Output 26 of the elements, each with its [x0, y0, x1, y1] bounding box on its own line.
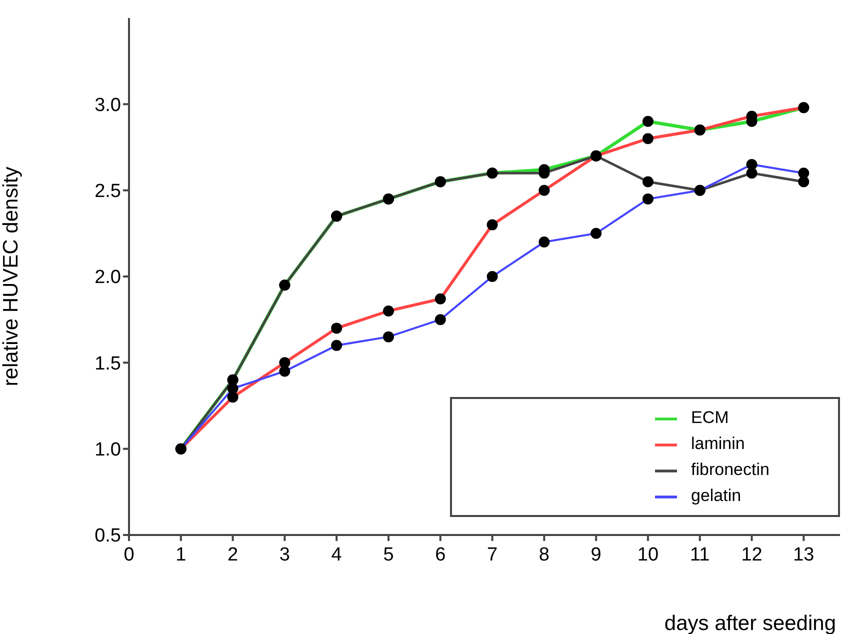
x-tick-label: 7: [486, 544, 498, 566]
x-tick-label: 3: [279, 544, 290, 566]
x-tick-label: 1: [176, 544, 186, 566]
y-tick-label: 1.0: [94, 440, 121, 461]
y-tick-label: 1.5: [94, 353, 121, 374]
x-tick-label: 8: [538, 544, 550, 566]
y-tick-label: 3.0: [94, 94, 121, 116]
legend-label: laminin: [691, 433, 746, 455]
legend-label: ECM: [691, 407, 730, 429]
x-tick-label: 0: [124, 544, 134, 566]
x-tick-label: 4: [331, 544, 342, 566]
y-axis-title: relative HUVEC density: [0, 166, 22, 386]
x-axis-title: days after seeding: [664, 612, 836, 634]
y-tick-label: 0.5: [94, 526, 121, 547]
x-tick-label: 2: [228, 544, 238, 566]
y-tick-label: 2.5: [94, 181, 121, 202]
x-tick-label: 9: [590, 544, 602, 566]
x-tick-label: 5: [383, 544, 394, 566]
x-tick-label: 6: [435, 544, 446, 566]
x-tick-label: 11: [690, 544, 710, 566]
y-tick-label: 2.0: [94, 267, 121, 288]
x-tick-label: 13: [793, 544, 814, 566]
legend-label: gelatin: [691, 485, 742, 507]
x-tick-label: 10: [637, 544, 659, 566]
x-tick-label: 12: [741, 544, 762, 566]
legend-label: fibronectin: [691, 459, 770, 481]
